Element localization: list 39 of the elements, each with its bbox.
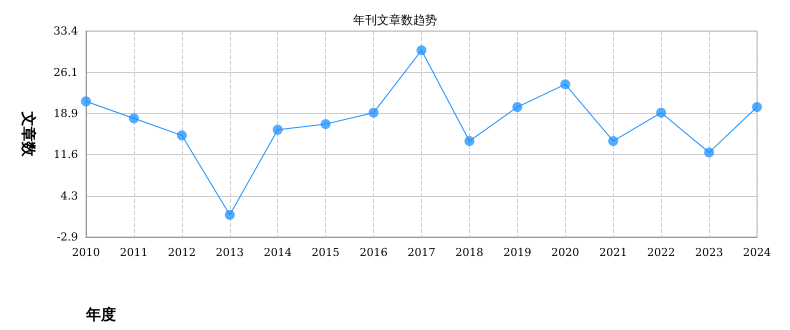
point xyxy=(81,96,91,106)
point xyxy=(416,45,426,56)
point xyxy=(560,79,570,90)
x-tick-label: 2015 xyxy=(312,246,340,259)
x-tick-label: 2012 xyxy=(168,246,196,259)
point xyxy=(656,108,666,118)
point xyxy=(368,108,379,118)
x-tick-label: 2010 xyxy=(72,246,100,259)
point xyxy=(128,113,139,124)
x-tick-label: 2016 xyxy=(360,246,388,259)
x-tick-label: 2019 xyxy=(503,246,532,259)
x-tick-label: 2023 xyxy=(695,246,724,259)
x-tick-label: 2022 xyxy=(647,246,676,259)
point xyxy=(320,119,331,130)
point xyxy=(512,102,522,112)
x-tick-label: 2024 xyxy=(743,246,771,259)
y-tick-label: 33.4 xyxy=(54,24,78,38)
point xyxy=(272,124,283,135)
x-tick-label: 2013 xyxy=(216,246,244,259)
point xyxy=(176,130,187,140)
point xyxy=(608,136,618,146)
x-tick-label: 2017 xyxy=(408,246,436,259)
y-tick-label: 26.1 xyxy=(54,66,78,79)
y-tick-label: -2.9 xyxy=(56,230,78,244)
x-tick-label: 2018 xyxy=(455,246,484,259)
point xyxy=(704,147,714,158)
y-tick-label: 18.9 xyxy=(54,106,78,120)
x-tick-label: 2020 xyxy=(551,246,580,259)
x-tick-label: 2021 xyxy=(599,246,628,259)
point xyxy=(224,210,235,220)
y-tick-label: 4.3 xyxy=(60,190,78,203)
x-tick-label: 2014 xyxy=(264,246,292,259)
chart-title: 年刊文章数趋势 xyxy=(353,13,437,27)
point xyxy=(464,136,474,146)
x-axis-title: 年度 xyxy=(85,306,116,324)
point xyxy=(752,102,762,112)
y-tick-label: 11.6 xyxy=(54,148,78,162)
y-axis-title: 文章数 xyxy=(20,110,38,158)
x-tick-label: 2011 xyxy=(120,246,148,259)
